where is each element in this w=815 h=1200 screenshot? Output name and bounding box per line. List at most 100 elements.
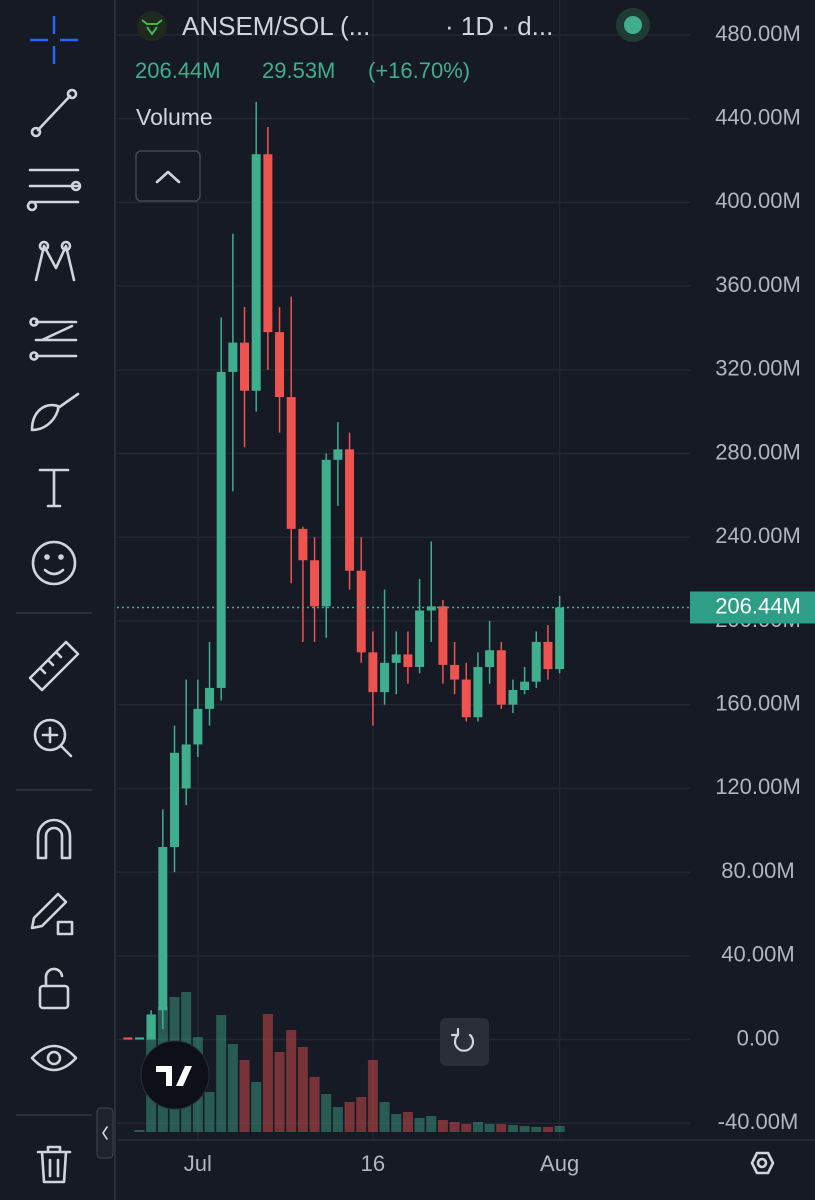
- candle-body: [170, 752, 180, 847]
- grid: [117, 0, 690, 1140]
- candle-body: [520, 681, 530, 691]
- ruler-tool[interactable]: [28, 640, 80, 692]
- x-tick-label: 16: [361, 1151, 385, 1176]
- fib-tool[interactable]: [26, 168, 82, 212]
- zoom-tool[interactable]: [33, 718, 73, 758]
- candle-body: [473, 667, 483, 718]
- visibility-tool[interactable]: [30, 1044, 78, 1072]
- handle: [70, 180, 82, 192]
- eye-icon: [30, 1044, 78, 1072]
- candle-body: [158, 846, 168, 1011]
- y-tick-label: 80.00M: [721, 858, 794, 883]
- volume-bar: [239, 1060, 250, 1132]
- tradingview-logo-glyph: [156, 1066, 192, 1086]
- candle-body: [205, 687, 215, 709]
- eye: [58, 554, 64, 560]
- magnet-tool[interactable]: [36, 818, 72, 860]
- volume-bar: [332, 1107, 343, 1132]
- candle-body: [461, 679, 471, 718]
- volume-bar: [437, 1120, 448, 1132]
- trend-line-tool[interactable]: [30, 88, 78, 138]
- volume-bar: [496, 1124, 507, 1132]
- crosshair-icon: [30, 16, 78, 64]
- settings-icon-center: [756, 1157, 768, 1169]
- candle-body: [543, 641, 553, 670]
- pupil: [46, 1050, 62, 1066]
- y-tick-label: 240.00M: [715, 523, 801, 548]
- pattern-tool[interactable]: [34, 240, 76, 282]
- collapse-button[interactable]: [135, 150, 201, 202]
- volume-bar: [461, 1124, 472, 1132]
- volume-bar: [262, 1014, 273, 1132]
- delete-tool[interactable]: [36, 1145, 72, 1184]
- magnet-icon: [36, 818, 72, 860]
- volume-bar: [484, 1124, 495, 1132]
- y-tick-label: 320.00M: [715, 356, 801, 381]
- reset-icon: [450, 1027, 475, 1052]
- candle-body: [426, 606, 436, 611]
- candle-body: [240, 342, 250, 391]
- volume-bar: [391, 1114, 402, 1132]
- y-tick-label: 480.00M: [715, 21, 801, 46]
- reset-button[interactable]: [440, 1018, 489, 1066]
- candle-body: [310, 560, 320, 607]
- candle-body: [380, 662, 390, 693]
- y-tick-label: 0.00: [737, 1025, 780, 1050]
- handle: [29, 317, 39, 327]
- volume-bar: [542, 1127, 553, 1132]
- brush-tool[interactable]: [30, 392, 80, 432]
- volume-bar: [344, 1102, 355, 1132]
- text-tool[interactable]: [38, 468, 70, 508]
- lock-drawings-tool[interactable]: [30, 892, 74, 936]
- candle-body: [251, 154, 261, 391]
- symbol-icon-glyph: [141, 19, 163, 36]
- candle-body: [216, 371, 226, 688]
- smile: [43, 568, 65, 576]
- symbol-header[interactable]: ANSEM/SOL (... · 1D · d...: [137, 8, 650, 42]
- lock-tool[interactable]: [38, 967, 70, 1010]
- candle-body: [450, 664, 460, 680]
- volume-bar: [519, 1126, 530, 1132]
- handle: [38, 240, 50, 252]
- handle: [66, 88, 78, 100]
- volume-bar: [472, 1122, 483, 1132]
- candle-body: [555, 607, 565, 670]
- volume-bar: [507, 1125, 518, 1132]
- y-tick-label: -40.00M: [718, 1109, 799, 1134]
- projection-tool[interactable]: [29, 317, 78, 361]
- ruler-icon: [28, 640, 80, 692]
- y-tick-label: 280.00M: [715, 439, 801, 464]
- price-value: 206.44M: [135, 58, 221, 83]
- toolbar-toggle[interactable]: [96, 1107, 114, 1159]
- crosshair-tool[interactable]: [30, 16, 78, 64]
- emoji-tool[interactable]: [31, 540, 77, 586]
- candle-body: [345, 449, 355, 571]
- x-tick-label: Aug: [540, 1151, 579, 1176]
- indicator-name: Volume: [136, 104, 213, 130]
- y-tick-label: 120.00M: [715, 774, 801, 799]
- y-tick-label: 440.00M: [715, 104, 801, 129]
- y-tick-label: 40.00M: [721, 942, 794, 967]
- candle-body: [228, 342, 238, 372]
- mini-lock: [56, 920, 74, 936]
- volume-bar: [367, 1060, 378, 1132]
- volume-bar: [379, 1102, 390, 1132]
- eye: [44, 554, 50, 560]
- volume-bar: [274, 1052, 285, 1132]
- handle: [60, 240, 72, 252]
- zoom-icon: [33, 718, 67, 752]
- settings-icon[interactable]: [750, 1151, 775, 1175]
- handle: [29, 351, 39, 361]
- y-tick-label: 400.00M: [715, 188, 801, 213]
- interval: · 1D · d...: [445, 11, 553, 41]
- last-price-badge: [690, 591, 815, 624]
- volume-bar: [449, 1122, 460, 1132]
- volume-bar: [204, 1092, 215, 1132]
- y-tick-label: 160.00M: [715, 690, 801, 715]
- tradingview-logo[interactable]: [140, 1040, 210, 1110]
- volume-bar: [309, 1077, 320, 1132]
- price-change-pct: (+16.70%): [368, 58, 470, 83]
- candle-body: [321, 459, 331, 607]
- fib-icon: [28, 168, 80, 204]
